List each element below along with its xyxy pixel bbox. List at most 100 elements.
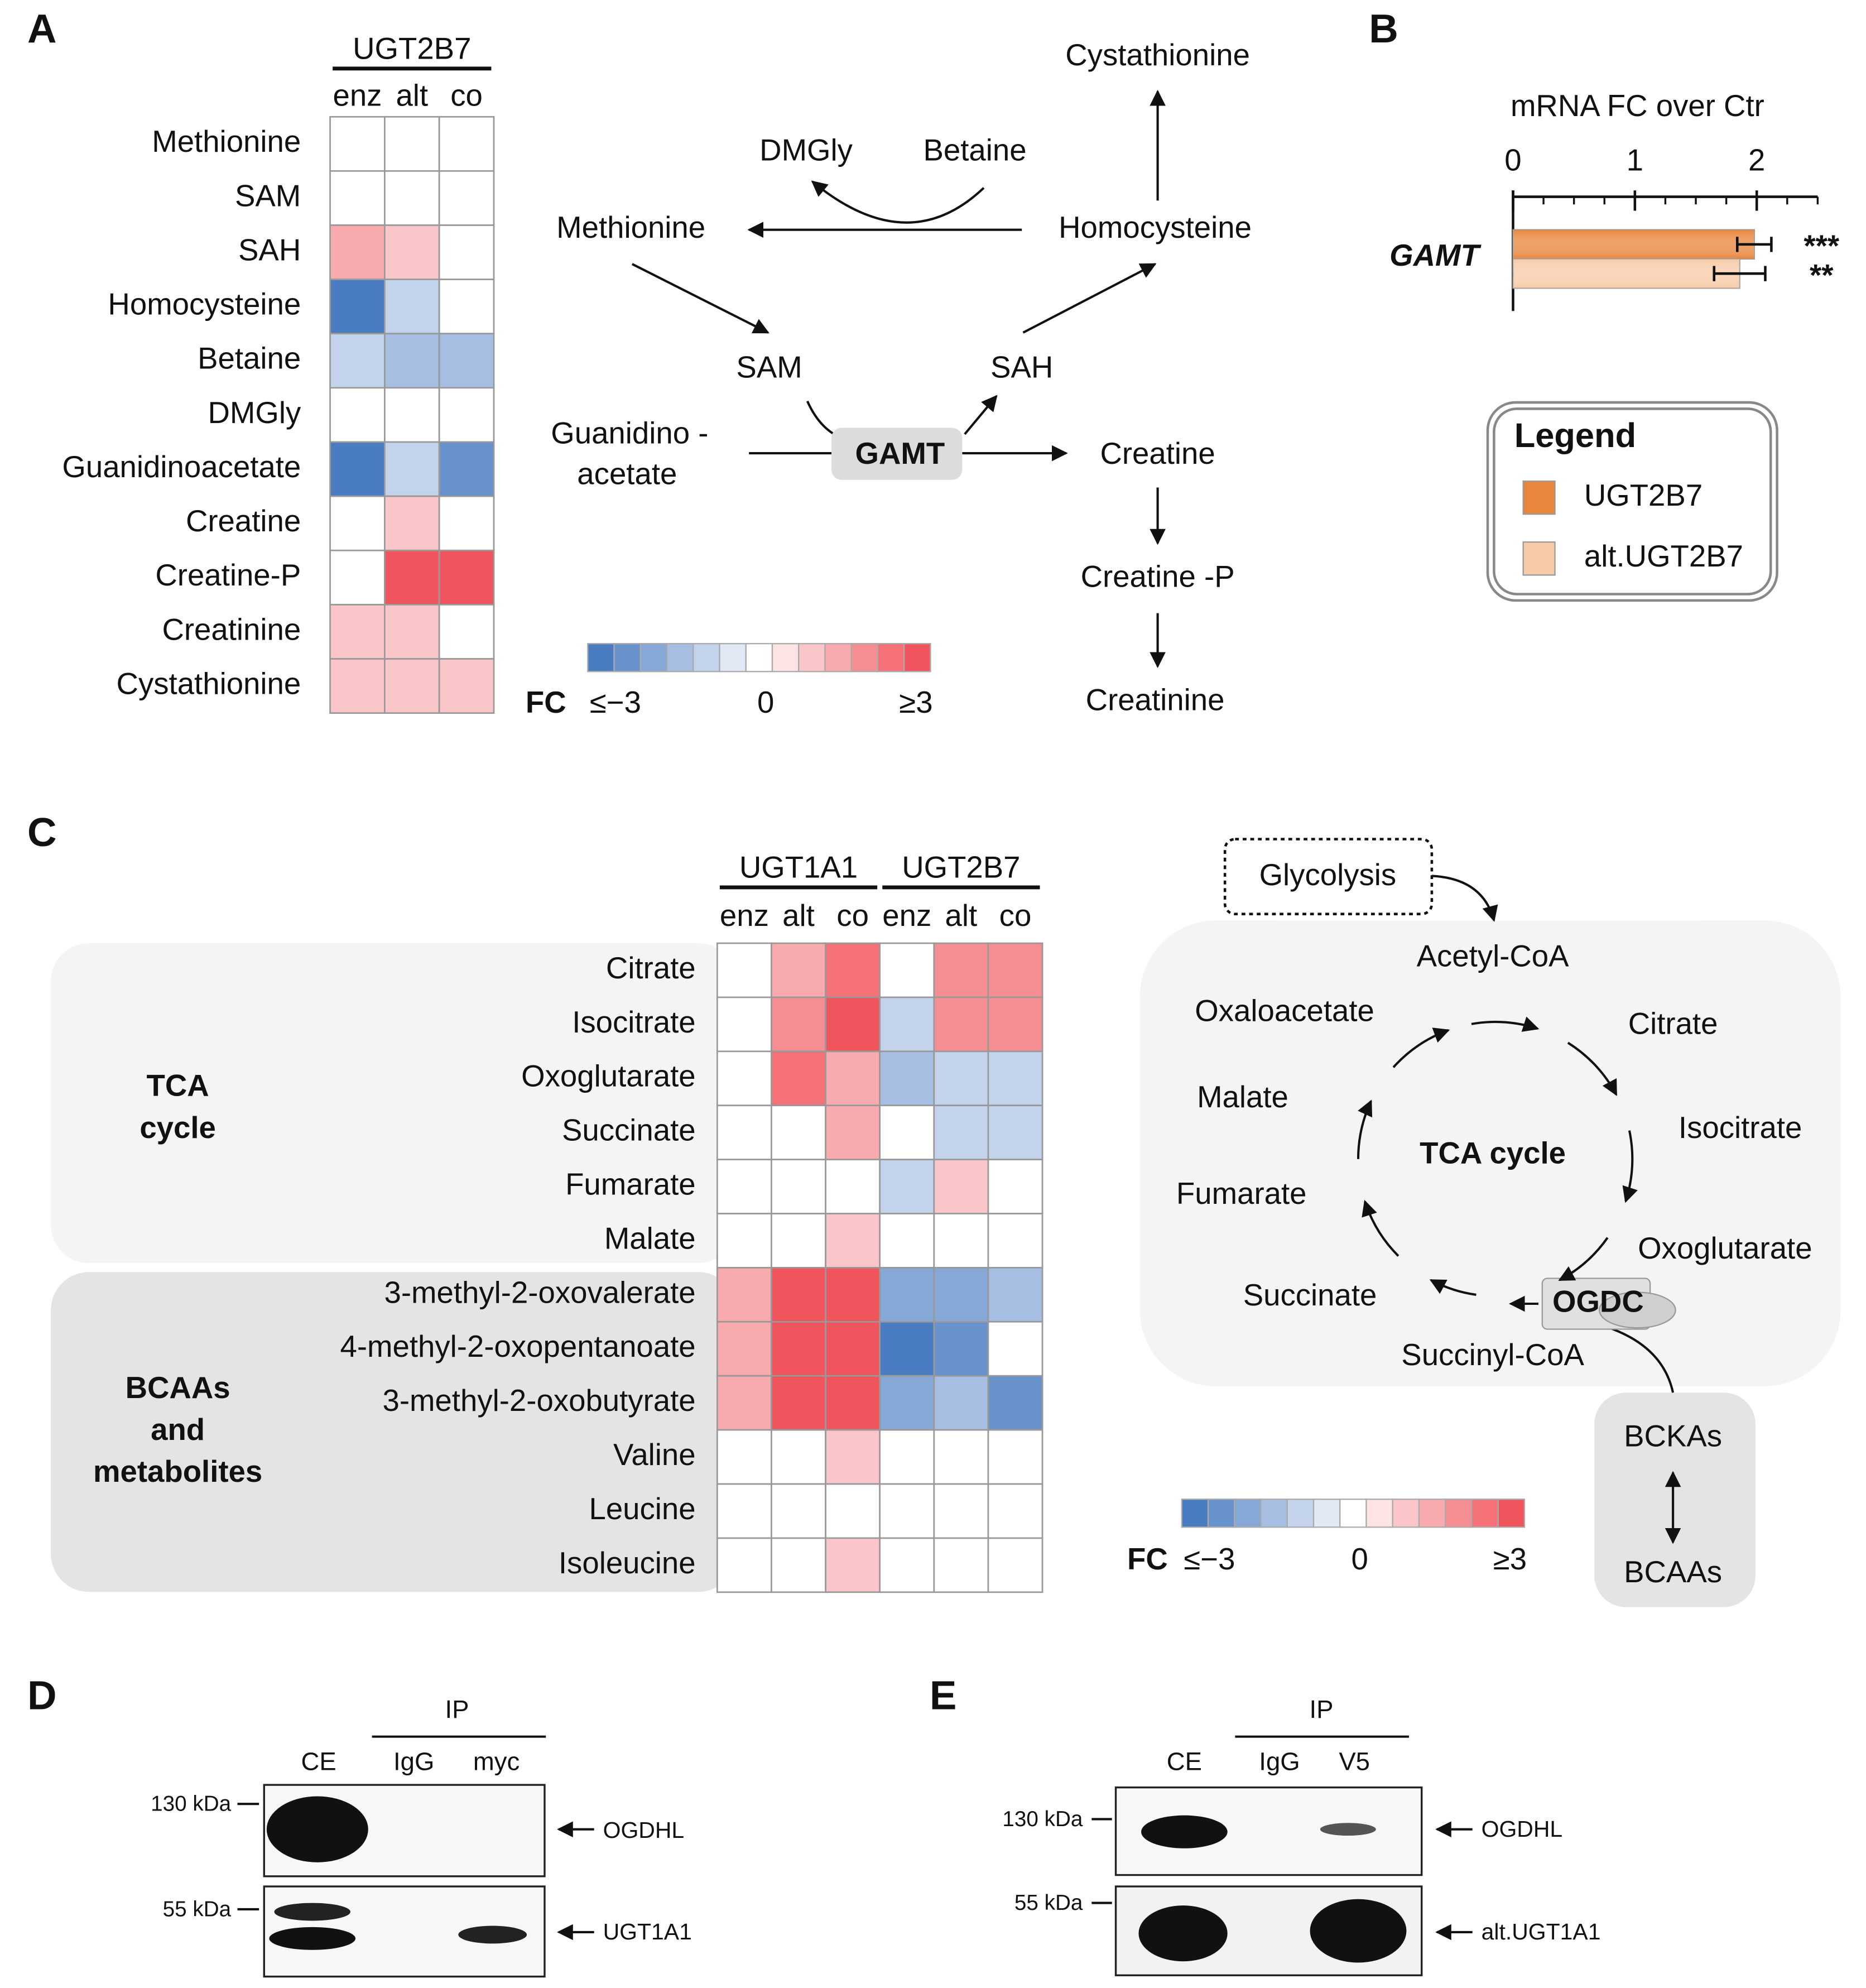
- heatmap-cell: [879, 1105, 935, 1160]
- heatmap-cell: [879, 1320, 935, 1377]
- group-label: UGT2B7: [902, 851, 1020, 885]
- colorbar-box: [745, 643, 773, 673]
- heatmap-cell: [438, 278, 495, 335]
- heatmap-cell: [987, 1213, 1043, 1269]
- heatmap-cell: [987, 1050, 1043, 1107]
- heatmap-cell: [716, 942, 772, 998]
- heatmap-cell: [825, 996, 881, 1053]
- panel-label: B: [1369, 6, 1398, 51]
- heatmap-cell: [933, 1483, 989, 1539]
- cycle-arrow: [1471, 1016, 1540, 1032]
- target-label: OGDHL: [1482, 1816, 1563, 1842]
- colorbar-title: FC: [526, 685, 566, 719]
- heatmap-cell: [879, 1159, 935, 1214]
- colorbar-box: [903, 643, 931, 673]
- pathway-node: Succinate: [1243, 1278, 1377, 1312]
- column-label: alt: [396, 79, 428, 113]
- heatmap-cell: [879, 1537, 935, 1593]
- pathway-node: Fumarate: [1176, 1177, 1307, 1211]
- heatmap-cell: [438, 170, 495, 226]
- colorbar-box: [1497, 1499, 1526, 1528]
- heatmap-cell: [329, 116, 386, 172]
- colorbar-tick-label: 0: [757, 685, 774, 719]
- column-label: enz: [720, 899, 769, 933]
- colorbar-box: [692, 643, 720, 673]
- heatmap-cell: [329, 549, 386, 606]
- column-label: co: [999, 899, 1032, 933]
- heatmap-cell: [716, 1375, 772, 1431]
- tca-bg: [1139, 920, 1841, 1386]
- colorbar-box: [1392, 1499, 1420, 1528]
- heatmap-cell: [825, 1050, 881, 1107]
- colorbar-tick-label: ≤−3: [590, 685, 641, 719]
- row-label: SAH: [238, 233, 301, 267]
- colorbar-tick-label: ≥3: [1493, 1542, 1527, 1576]
- pathway-node: Creatine: [1100, 436, 1215, 470]
- pathway-node: Oxoglutarate: [1638, 1231, 1812, 1265]
- ip-label: IP: [445, 1695, 469, 1723]
- pathway-node: Citrate: [1628, 1006, 1718, 1040]
- heatmap-cell: [771, 1483, 826, 1539]
- column-label: co: [450, 79, 483, 113]
- colorbar-box: [824, 643, 852, 673]
- heatmap-cell: [933, 1537, 989, 1593]
- pathway-node: acetate: [577, 457, 677, 491]
- heatmap-cell: [384, 658, 440, 714]
- cycle-arrow: [1429, 1279, 1477, 1296]
- pathway-node: SAM: [736, 350, 802, 384]
- heatmap-cell: [825, 1375, 881, 1431]
- target-label: alt.UGT1A1: [1482, 1919, 1601, 1944]
- heatmap-cell: [825, 942, 881, 998]
- heatmap-cell: [384, 278, 440, 335]
- heatmap-cell: [438, 658, 495, 714]
- pathway-node: Homocysteine: [1059, 210, 1252, 244]
- cycle-arrow: [1622, 1130, 1638, 1203]
- heatmap-cell: [879, 942, 935, 998]
- lane-label: IgG: [393, 1747, 434, 1775]
- colorbar-tick-label: ≤−3: [1184, 1542, 1235, 1576]
- heatmap-cell: [771, 996, 826, 1053]
- pathway-node: Creatine -P: [1081, 560, 1235, 594]
- colorbar-box: [771, 643, 800, 673]
- lane-label: myc: [473, 1747, 520, 1775]
- arrow: [1431, 875, 1498, 922]
- heatmap-cell: [987, 1537, 1043, 1593]
- heatmap-cell: [716, 1483, 772, 1539]
- marker-label: 55 kDa: [1014, 1891, 1083, 1915]
- colorbar-box: [1445, 1499, 1473, 1528]
- heatmap-cell: [438, 495, 495, 551]
- x-tick-label: 1: [1627, 143, 1643, 177]
- arrow: [1605, 1325, 1675, 1393]
- heatmap-cell: [825, 1267, 881, 1323]
- lane-label: CE: [301, 1747, 336, 1775]
- heatmap-cell: [825, 1105, 881, 1160]
- row-label: Oxoglutarate: [521, 1059, 696, 1093]
- row-label: Betaine: [198, 342, 301, 376]
- row-label: Isocitrate: [572, 1005, 695, 1039]
- colorbar-box: [666, 643, 694, 673]
- heatmap-cell: [384, 495, 440, 551]
- heatmap-cell: [329, 495, 386, 551]
- heatmap-cell: [987, 1375, 1043, 1431]
- colorbar-box: [1286, 1499, 1315, 1528]
- cycle-arrow: [1392, 1027, 1450, 1068]
- row-label: Valine: [613, 1438, 696, 1472]
- column-label: enz: [333, 79, 382, 113]
- heatmap-cell: [329, 224, 386, 281]
- heatmap-cell: [329, 333, 386, 389]
- row-label: SAM: [235, 179, 301, 213]
- heatmap-cell: [933, 1320, 989, 1377]
- heatmap-cell: [933, 1050, 989, 1107]
- pathway-a-arrows: [632, 89, 1166, 669]
- heatmap-cell: [384, 604, 440, 660]
- heatmap-cell: [329, 387, 386, 443]
- heatmap-cell: [933, 996, 989, 1053]
- heatmap-cell: [771, 1429, 826, 1485]
- heatmap-cell: [771, 1267, 826, 1323]
- heatmap-cell: [771, 1159, 826, 1214]
- marker-label: 130 kDa: [151, 1792, 231, 1816]
- heatmap-cell: [438, 549, 495, 606]
- heatmap-cell: [716, 996, 772, 1053]
- colorbar-box: [1181, 1499, 1209, 1528]
- heatmap-cell: [716, 1050, 772, 1107]
